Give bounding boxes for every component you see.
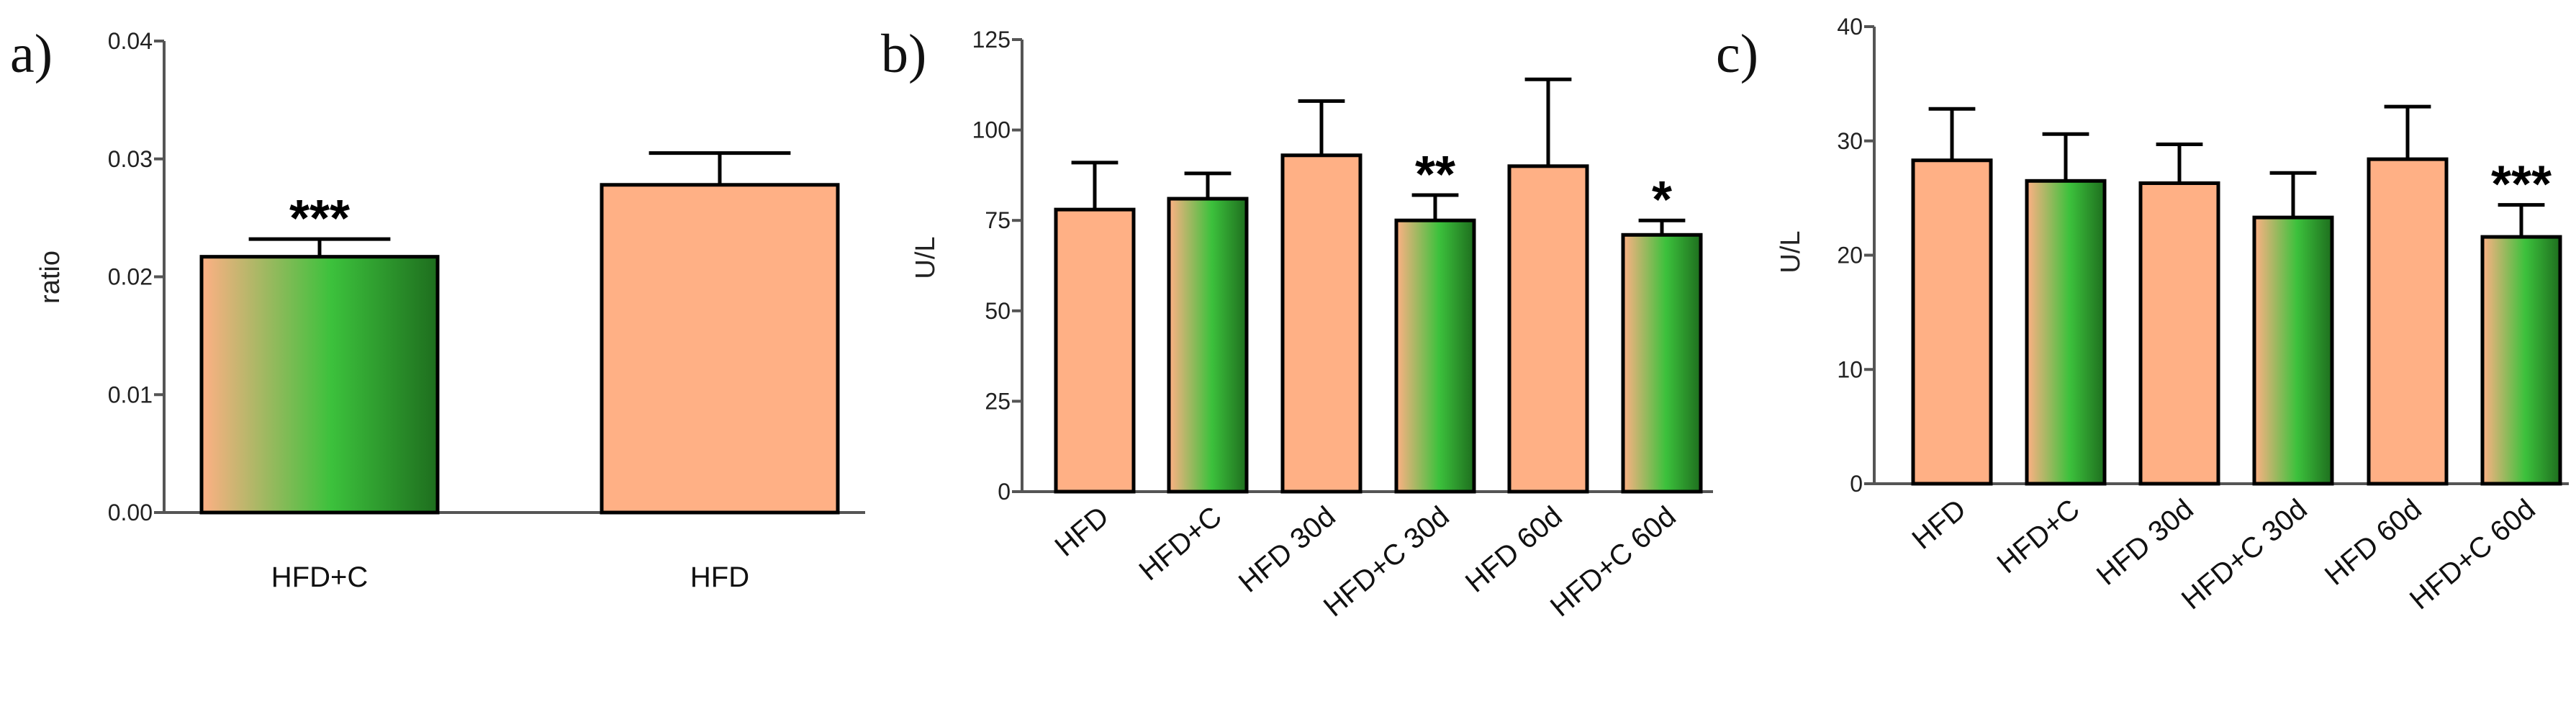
x-tick-label: HFD 60d	[2319, 493, 2428, 592]
y-axis-label-a: ratio	[35, 251, 65, 304]
y-tick-label: 0.01	[108, 382, 153, 407]
y-tick-label: 0.03	[108, 146, 153, 172]
bar	[199, 255, 440, 515]
x-tick-label: HFD 30d	[1233, 500, 1342, 599]
bar	[1621, 233, 1703, 494]
x-tick-label: HFD+C 60d	[1545, 500, 1682, 623]
y-tick-label: 10	[1837, 356, 1863, 382]
bar	[2367, 157, 2449, 486]
y-axis-label-b: U/L	[910, 236, 941, 279]
bar	[2025, 179, 2107, 486]
y-axis-label-c: U/L	[1776, 230, 1806, 273]
bar	[2480, 235, 2562, 486]
panel-label-b: b)	[881, 24, 926, 84]
y-tick-label: 40	[1837, 14, 1863, 40]
y-tick-label: 0.04	[108, 28, 153, 54]
y-tick-label: 25	[985, 388, 1011, 414]
x-tick-label: HFD+C	[1134, 500, 1228, 587]
bar	[1167, 197, 1249, 494]
x-tick-label: HFD 60d	[1460, 500, 1568, 599]
bar	[1507, 164, 1589, 494]
x-tick-label: HFD+C 60d	[2404, 493, 2541, 615]
y-tick-label: 0	[998, 479, 1011, 505]
bar	[1054, 207, 1136, 494]
x-tick-label: HFD+C	[1992, 493, 2086, 579]
x-tick-label: HFD+C 30d	[2176, 493, 2313, 615]
y-tick-label: 0	[1850, 471, 1863, 497]
y-tick-label: 50	[985, 298, 1011, 324]
y-tick-label: 30	[1837, 128, 1863, 154]
panel-label-a: a)	[10, 24, 53, 84]
y-tick-label: 100	[972, 117, 1011, 143]
y-tick-label: 20	[1837, 243, 1863, 268]
bar	[1394, 218, 1476, 494]
panel-b: b) U/L 0 25 50 75 100 125 HFD HFD+C HFD 30d ** HFD…	[881, 24, 1713, 623]
y-tick-label: 0.00	[108, 500, 153, 525]
bar	[1911, 158, 1993, 486]
x-tick-label: HFD+C	[271, 561, 368, 593]
significance-marker: ***	[2491, 156, 2552, 214]
panel-label-c: c)	[1716, 24, 1758, 84]
plot-area-a: 0.00 0.01 0.02 0.03 0.04 *** HFD+C HFD	[108, 28, 865, 593]
bar	[1280, 153, 1362, 494]
x-tick-label: HFD 30d	[2091, 493, 2200, 592]
bar	[600, 183, 840, 515]
bar	[2138, 181, 2220, 486]
x-tick-label: HFD	[690, 561, 749, 593]
significance-marker: *	[1652, 171, 1672, 229]
bar	[2252, 215, 2334, 486]
x-tick-label: HFD+C 30d	[1318, 500, 1455, 623]
x-tick-label: HFD	[1049, 500, 1115, 563]
significance-marker: ***	[289, 190, 350, 248]
y-tick-label: 75	[985, 207, 1011, 233]
y-tick-label: 125	[972, 27, 1011, 53]
significance-marker: **	[1415, 146, 1455, 204]
panel-a: a) ratio 0.00 0.01 0.02 0.03 0.04 *** HFD+C HFD	[10, 24, 865, 593]
x-tick-label: HFD	[1907, 493, 1972, 556]
y-tick-label: 0.02	[108, 264, 153, 290]
